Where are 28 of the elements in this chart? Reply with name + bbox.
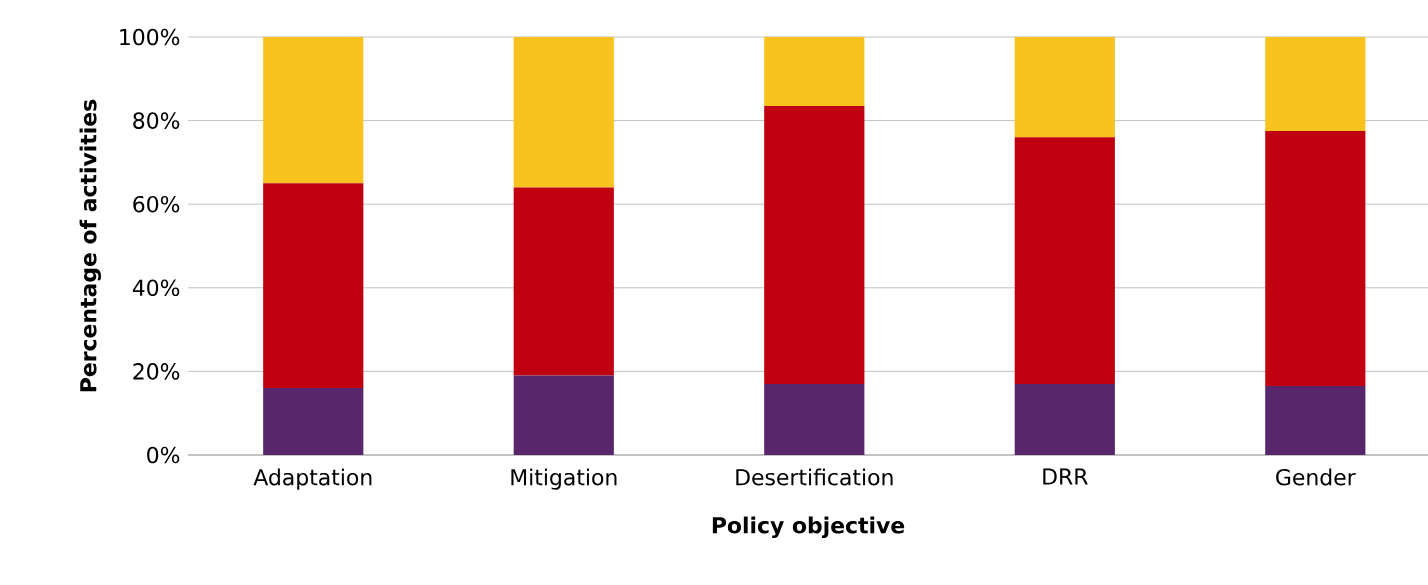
bar xyxy=(263,183,364,389)
x-tick-label: Adaptation xyxy=(253,468,372,490)
x-tick-label: Mitigation xyxy=(511,468,617,490)
x-tick-label: Desertification xyxy=(736,468,893,486)
y-tick-label: 40% xyxy=(132,279,180,297)
bar xyxy=(513,375,614,455)
bar xyxy=(1014,37,1115,138)
y-tick-label: 0% xyxy=(147,446,180,464)
y-axis-title: Percentage of activities xyxy=(79,99,101,392)
x-tick-label: Gender xyxy=(1276,468,1356,486)
y-tick-label: 100% xyxy=(120,28,180,46)
bar xyxy=(263,37,364,184)
bar xyxy=(513,187,614,376)
x-axis-title: Policy objective xyxy=(712,516,905,538)
x-tick-label: DRR xyxy=(1043,468,1088,485)
y-tick-label: 80% xyxy=(133,112,180,129)
bar xyxy=(764,37,865,106)
bar xyxy=(764,105,865,384)
bar xyxy=(1014,383,1115,455)
bar xyxy=(1265,386,1366,455)
bar xyxy=(263,388,364,455)
bar xyxy=(1014,137,1115,384)
y-tick-label: 20% xyxy=(133,363,180,380)
bar xyxy=(1265,37,1366,132)
bar xyxy=(764,383,865,455)
bar xyxy=(1265,131,1366,387)
y-tick-label: 60% xyxy=(133,195,180,213)
bar xyxy=(513,37,614,188)
